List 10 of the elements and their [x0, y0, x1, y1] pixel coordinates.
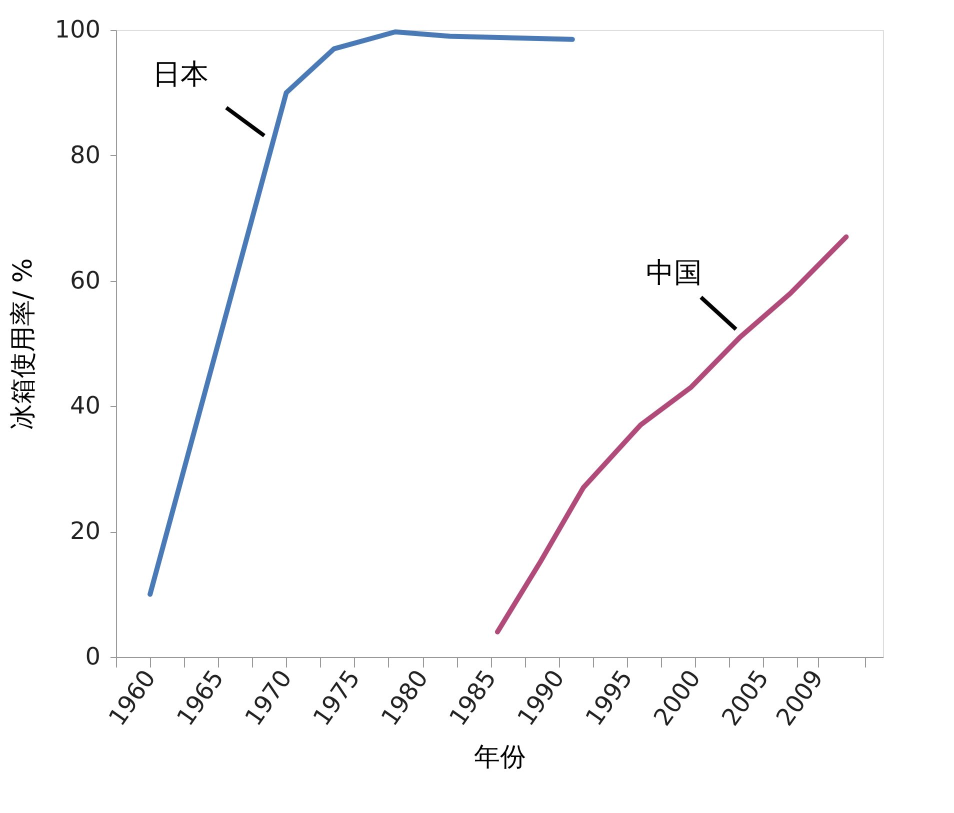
- y-tick-label: 100: [54, 16, 100, 44]
- x-axis-title: 年份: [474, 742, 526, 772]
- y-tick-label: 20: [70, 517, 100, 546]
- y-tick-label: 80: [70, 140, 100, 169]
- y-tick-label: 0: [85, 642, 100, 670]
- text: 日本: [152, 58, 208, 91]
- y-tick-label: 60: [70, 266, 100, 294]
- text: 中国: [646, 256, 702, 290]
- y-tick-label: 40: [70, 392, 100, 420]
- y-axis-title: 冰箱使用率/ %: [8, 258, 39, 430]
